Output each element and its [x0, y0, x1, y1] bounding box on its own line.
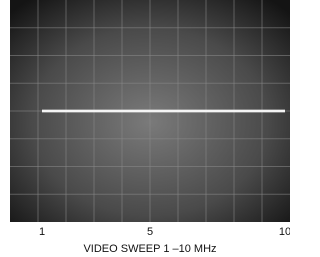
oscilloscope: VIDEO SWEEP 1 –10 MHz 1 5 10 [0, 0, 290, 257]
x-tick-label: 10 [279, 226, 290, 238]
x-tick-label: 1 [39, 226, 45, 238]
x-tick-label: 5 [147, 226, 153, 238]
x-axis-label: VIDEO SWEEP 1 –10 MHz [83, 243, 216, 255]
